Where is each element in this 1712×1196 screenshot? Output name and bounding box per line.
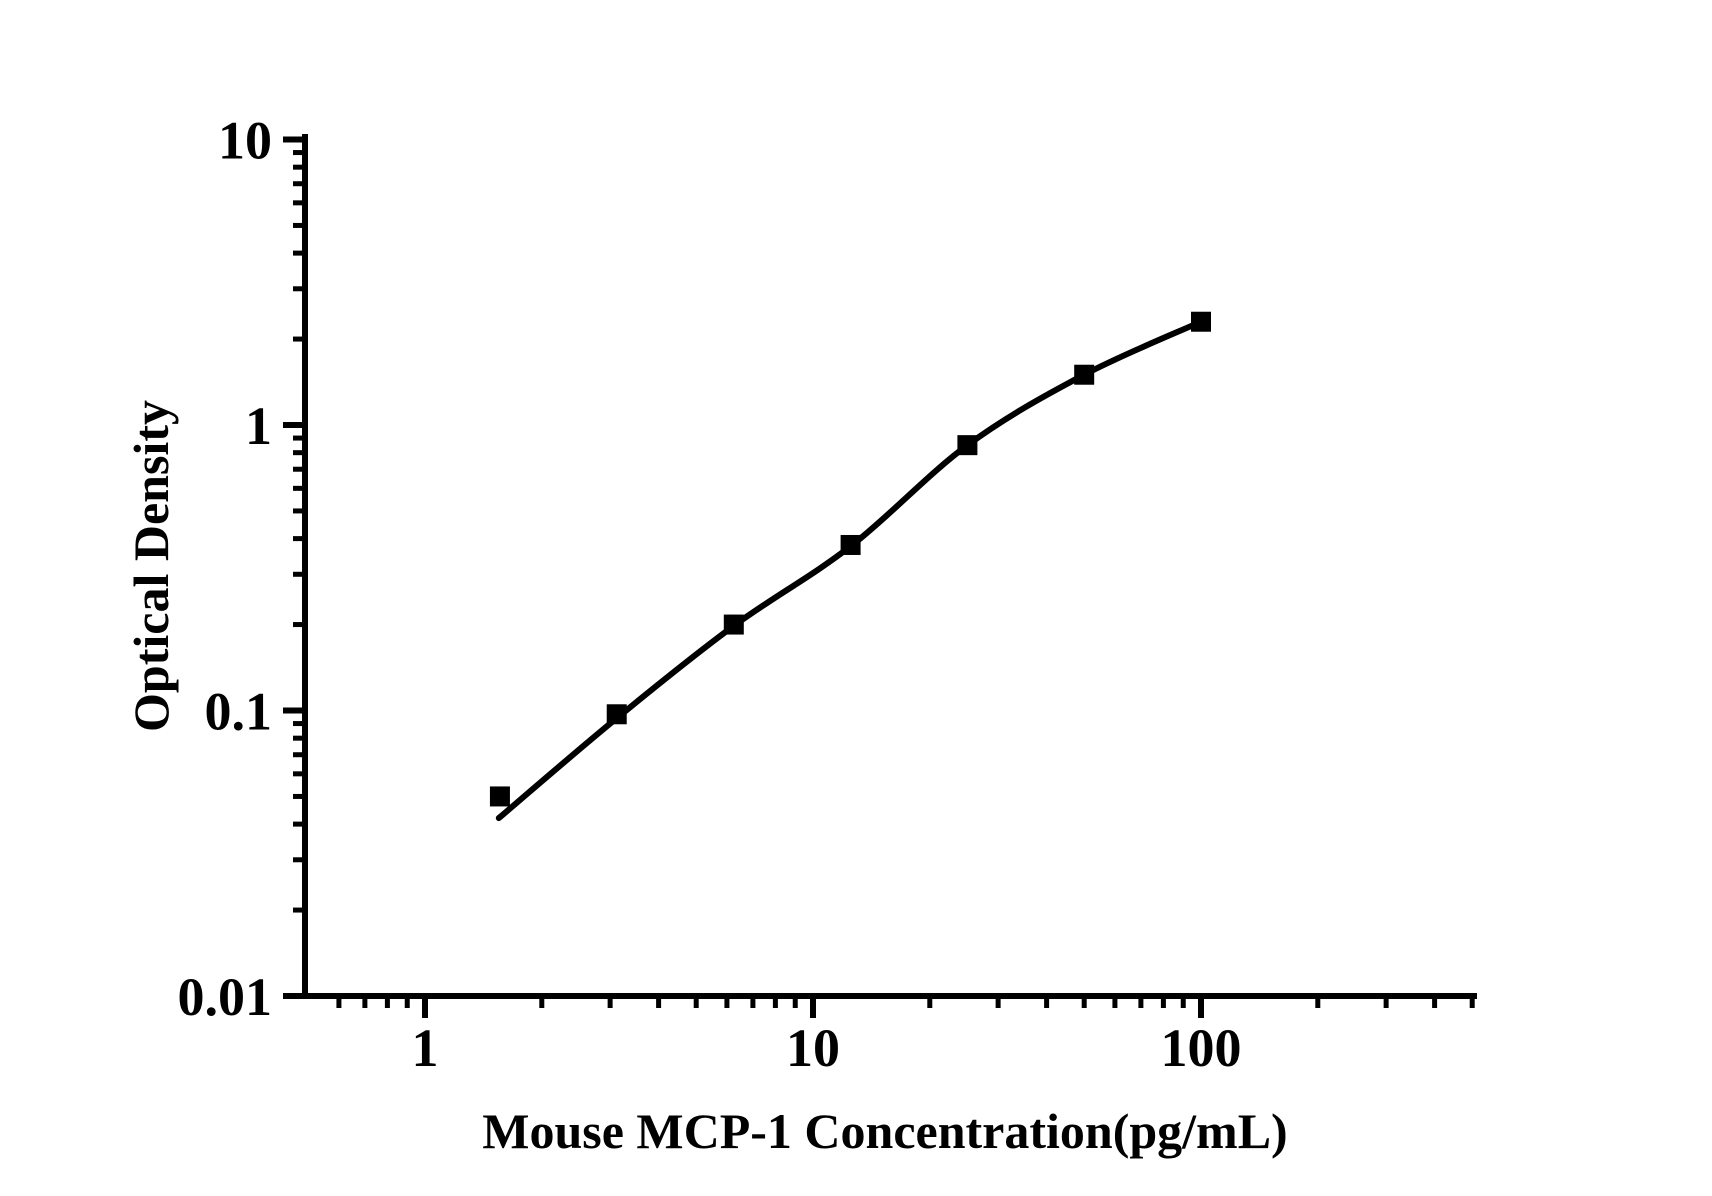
data-point-marker [489,786,510,807]
x-tick-label: 1 [412,1018,439,1078]
y-tick-label: 0.01 [178,967,273,1027]
x-tick-label: 100 [1161,1018,1242,1078]
data-point-marker [1191,311,1211,332]
y-axis-tick-labels: 0.01 0.1 1 10 [178,111,273,1028]
y-axis-title: Optical Density [123,400,179,732]
data-point-marker [840,534,861,555]
y-tick-label: 10 [218,111,272,171]
data-point-marker [723,614,744,635]
data-point-marker [606,704,627,725]
data-point-markers [489,311,1211,807]
data-point-marker [1074,364,1095,385]
x-axis-tick-labels: 1 10 100 [412,1018,1242,1078]
x-axis-ticks [336,996,1475,1018]
x-axis-title: Mouse MCP-1 Concentration(pg/mL) [482,1103,1287,1159]
data-point-marker [957,435,978,456]
fit-curve-line [495,318,1204,822]
y-tick-label: 1 [245,396,272,456]
x-tick-label: 10 [786,1018,840,1078]
y-axis-ticks [283,136,305,999]
y-tick-label: 0.1 [205,682,273,742]
